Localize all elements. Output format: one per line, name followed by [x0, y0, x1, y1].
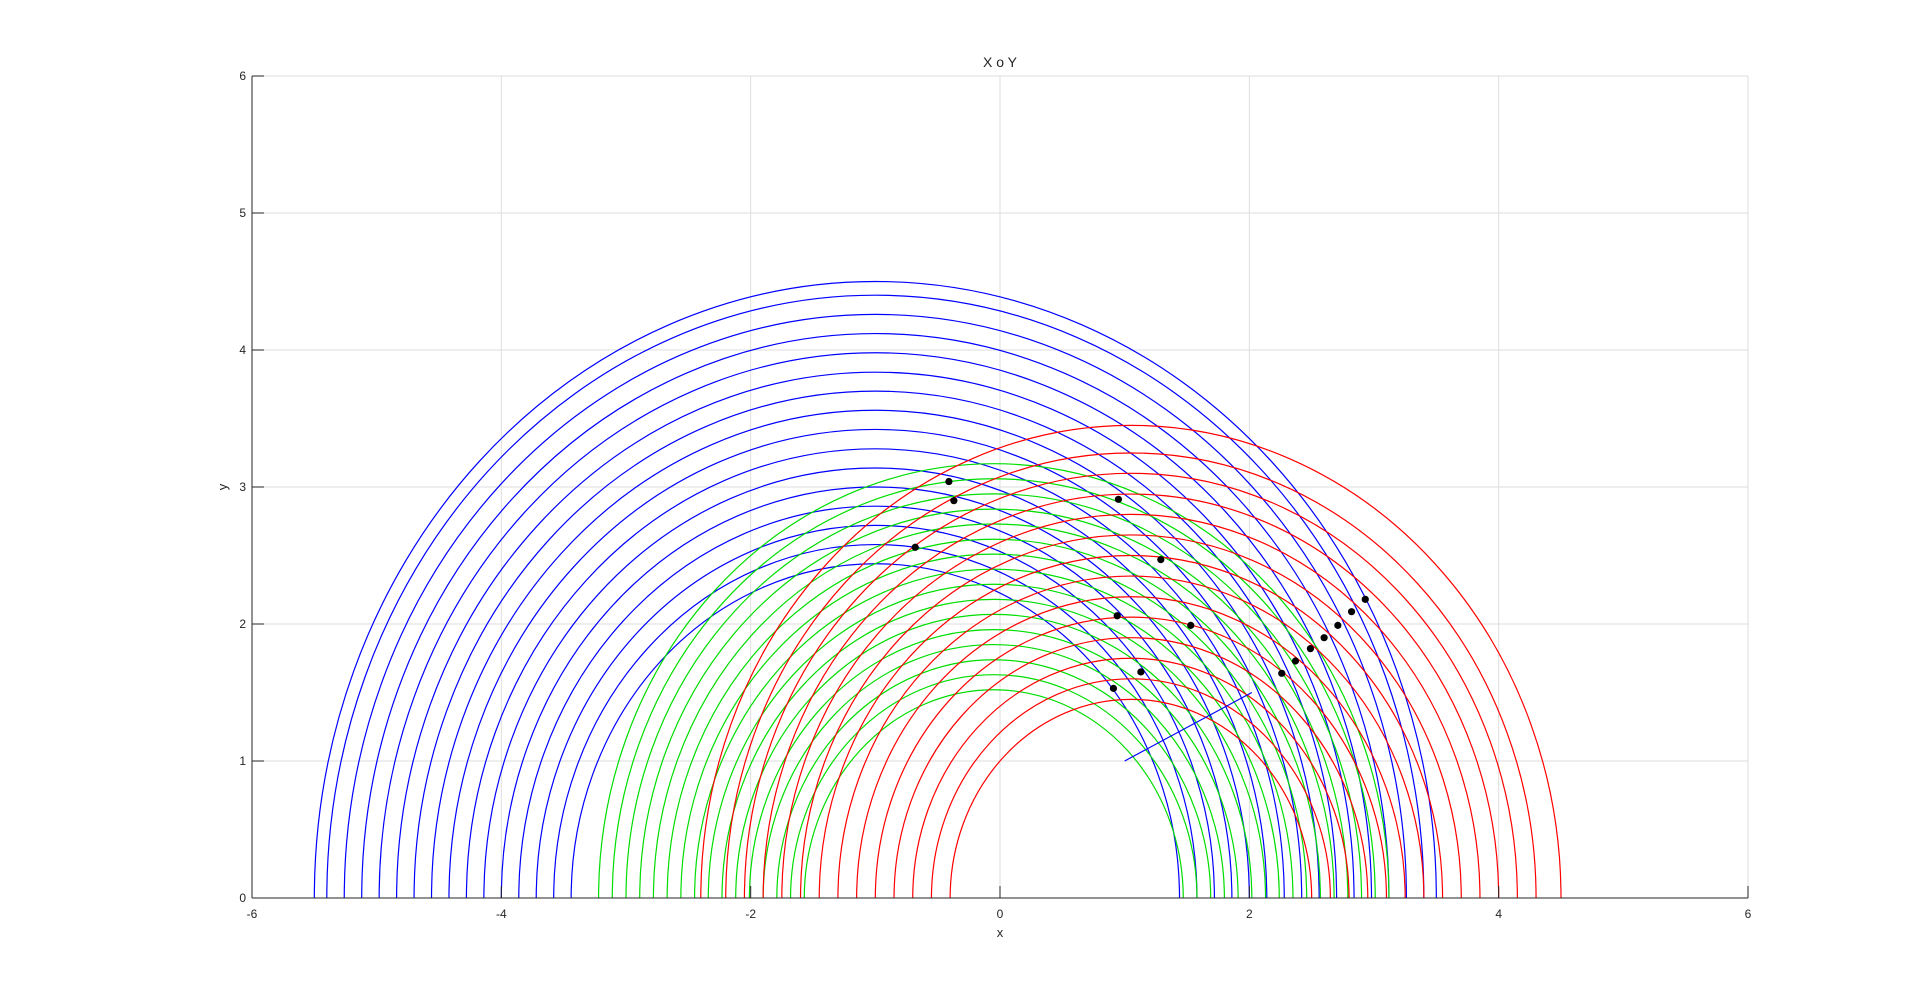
data-point-2 — [911, 543, 919, 551]
data-point-14 — [1347, 608, 1356, 616]
arc-0-2 — [535, 524, 1216, 899]
arc-2-7 — [818, 554, 1444, 899]
arc-1-5 — [735, 613, 1253, 899]
y-tick-label-1: 1 — [239, 754, 246, 768]
arc-1-0 — [803, 689, 1184, 899]
arc-2-8 — [799, 534, 1462, 899]
data-point-12 — [1320, 634, 1328, 642]
x-axis-label: x — [997, 925, 1004, 940]
arc-2-9 — [781, 513, 1481, 899]
x-tick-label-0: -6 — [247, 907, 258, 921]
arc-2-10 — [762, 493, 1500, 899]
arc-2-6 — [837, 575, 1425, 899]
arc-2-4 — [874, 616, 1388, 899]
data-point-7 — [1137, 668, 1145, 676]
y-tick-label-2: 2 — [239, 617, 246, 631]
data-point-0 — [945, 477, 953, 486]
chart-title: X o Y — [983, 54, 1018, 70]
arc-2-5 — [856, 595, 1406, 899]
arc-1-9 — [680, 553, 1308, 899]
arc-1-11 — [652, 523, 1335, 899]
arc-1-12 — [639, 508, 1349, 899]
segment-layer — [1124, 691, 1253, 762]
arc-0-14 — [326, 294, 1425, 899]
data-point-10 — [1291, 657, 1300, 665]
arc-2-2 — [912, 657, 1350, 899]
y-tick-label-6: 6 — [239, 69, 246, 83]
tick-labels: -6 -4 -2 0 2 4 6 0 1 2 3 4 5 6 — [239, 69, 1751, 921]
x-tick-label-2: -2 — [745, 907, 756, 921]
data-point-3 — [1114, 495, 1123, 503]
arc-0-6 — [465, 448, 1285, 899]
arc-2-3 — [893, 637, 1369, 899]
points — [911, 477, 1369, 692]
data-point-8 — [1109, 684, 1118, 692]
data-point-13 — [1334, 621, 1342, 629]
y-axis-label: y — [215, 483, 230, 490]
data-point-6 — [1187, 621, 1195, 629]
y-tick-label-5: 5 — [239, 206, 246, 220]
axes — [251, 75, 1749, 899]
arc-2-0 — [949, 698, 1313, 899]
data-point-9 — [1278, 669, 1286, 677]
y-tick-label-3: 3 — [239, 480, 246, 494]
arc-1-6 — [721, 598, 1267, 899]
y-tick-label-0: 0 — [239, 891, 246, 905]
arc-1-3 — [762, 644, 1225, 899]
y-tick-label-4: 4 — [239, 343, 246, 357]
data-point-1 — [950, 497, 958, 505]
arc-1-15 — [597, 463, 1390, 899]
arc-0-8 — [430, 409, 1320, 899]
data-point-4 — [1157, 556, 1165, 564]
arc-2-13 — [700, 424, 1562, 899]
data-point-11 — [1306, 645, 1315, 653]
x-tick-label-3: 0 — [997, 907, 1004, 921]
data-point-15 — [1361, 595, 1369, 603]
x-tick-label-6: 6 — [1745, 907, 1752, 921]
arc-0-5 — [483, 467, 1268, 899]
arc-2-1 — [930, 678, 1331, 899]
arc-2-12 — [725, 452, 1537, 899]
x-tick-label-4: 2 — [1246, 907, 1253, 921]
x-tick-label-1: -4 — [496, 907, 507, 921]
arc-0-11 — [378, 352, 1373, 899]
data-point-5 — [1113, 612, 1121, 620]
arc-1-2 — [776, 659, 1212, 899]
arc-1-8 — [693, 568, 1294, 899]
segment-line — [1124, 691, 1253, 762]
x-tick-label-5: 4 — [1495, 907, 1502, 921]
arc-2-11 — [743, 472, 1518, 899]
